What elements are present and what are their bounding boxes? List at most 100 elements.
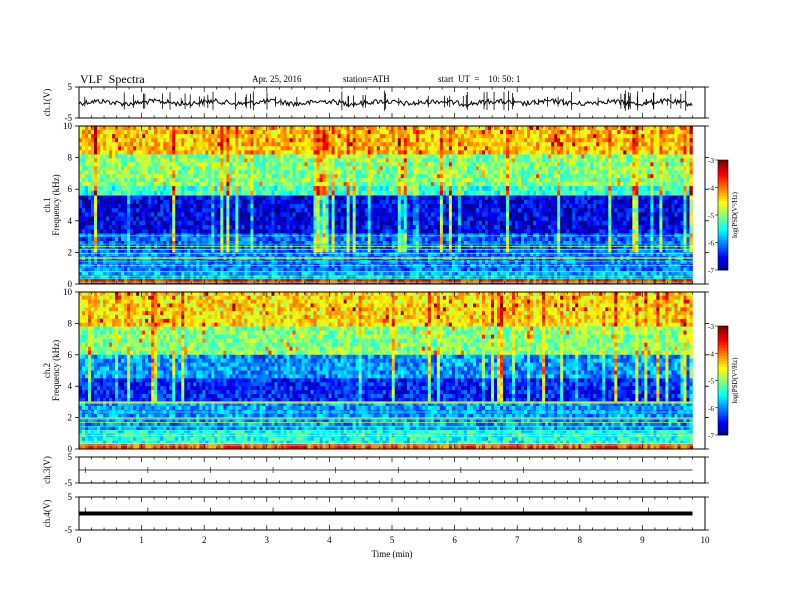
spectrogram-cell <box>614 182 618 187</box>
spectrogram-cell <box>421 182 426 187</box>
spectrogram-cell <box>494 190 498 196</box>
spectrogram-cell <box>463 130 468 135</box>
spectrogram-cell <box>680 162 684 167</box>
spectrogram-cell <box>659 212 663 217</box>
spectrogram-cell <box>527 126 531 131</box>
spectrogram-cell <box>151 220 155 226</box>
spectrogram-cell <box>160 158 164 163</box>
spectrogram-cell <box>638 174 642 179</box>
spectrogram-cell <box>280 174 284 179</box>
spectrogram-cell <box>280 182 284 187</box>
spectrogram-cell <box>596 208 600 213</box>
spectrogram-cell <box>310 199 314 205</box>
spectrogram-cell <box>593 142 597 147</box>
spectrogram-cell <box>313 130 317 135</box>
spectrogram-cell <box>199 190 203 196</box>
spectrogram-cell <box>136 178 140 183</box>
spectrogram-cell <box>484 212 489 217</box>
spectrogram-cell <box>539 166 543 171</box>
spectrogram-cell <box>436 134 441 139</box>
spectrogram-cell <box>659 154 663 159</box>
spectrogram-cell <box>97 174 101 179</box>
spectrogram-cell <box>175 130 179 135</box>
spectrogram-cell <box>250 186 254 192</box>
spectrogram-cell <box>322 203 326 209</box>
spectrogram-cell <box>641 134 645 139</box>
spectrogram-cell <box>439 203 444 209</box>
spectrogram-cell <box>370 166 375 171</box>
spectrogram-cell <box>277 203 281 209</box>
spectrogram-cell <box>193 216 197 222</box>
spectrogram-cell <box>241 170 245 175</box>
spectrogram-cell <box>644 174 648 179</box>
spectrogram-cell <box>569 199 573 205</box>
spectrogram-cell <box>668 130 672 135</box>
spectrogram-cell <box>313 195 317 201</box>
spectrogram-cell <box>647 126 651 131</box>
spectrogram-cell <box>247 212 251 217</box>
spectrogram-cell <box>196 154 200 159</box>
spectrogram-cell <box>307 166 311 171</box>
spectrogram-cell <box>352 190 356 196</box>
spectrogram-cell <box>274 166 278 171</box>
spectrogram-cell <box>160 134 164 139</box>
spectrogram-cell <box>100 199 104 205</box>
spectrogram-cell <box>436 195 441 201</box>
spectrogram-cell <box>136 130 140 135</box>
spectrogram-cell <box>689 182 693 187</box>
spectrogram-cell <box>259 203 263 209</box>
spectrogram-cell <box>208 138 212 143</box>
spectrogram-cell <box>310 186 314 192</box>
spectrogram-cell <box>460 158 465 163</box>
spectrogram-cell <box>370 174 375 179</box>
spectrogram-cell <box>442 130 447 135</box>
spectrogram-cell <box>283 158 287 163</box>
spectrogram-cell <box>277 166 281 171</box>
spectrogram-cell <box>370 154 375 159</box>
spectrogram-cell <box>566 126 570 131</box>
spectrogram-cell <box>433 138 438 143</box>
spectrogram-cell <box>665 170 669 175</box>
spectrogram-cell <box>187 166 191 171</box>
spectrogram-cell <box>253 220 257 226</box>
spectrogram-cell <box>307 146 311 151</box>
spectrogram-cell <box>439 146 444 151</box>
spectrogram-cell <box>100 134 104 139</box>
spectrogram-cell <box>316 203 320 209</box>
spectrogram-cell <box>235 203 239 209</box>
spectrogram-cell <box>154 186 158 192</box>
spectrogram-cell <box>271 216 275 222</box>
spectrogram-cell <box>124 225 128 230</box>
spectrogram-cell <box>442 220 447 226</box>
spectrogram-cell <box>542 146 546 151</box>
spectrogram-cell <box>689 195 693 201</box>
spectrogram-cell <box>91 154 95 159</box>
spectrogram-cell <box>232 220 236 226</box>
spectrogram-cell <box>472 158 477 163</box>
spectrogram-cell <box>334 174 338 179</box>
spectrogram-cell <box>671 208 675 213</box>
spectrogram-cell <box>418 154 423 159</box>
spectrogram-cell <box>199 166 203 171</box>
spectrogram-cell <box>241 216 245 222</box>
spectrogram-cell <box>217 174 221 179</box>
spectrogram-cell <box>79 134 83 139</box>
spectrogram-cell <box>364 138 368 143</box>
spectrogram-cell <box>148 130 152 135</box>
spectrogram-cell <box>112 134 116 139</box>
spectrogram-cell <box>106 154 110 159</box>
spectrogram-cell <box>539 158 543 163</box>
spectrogram-cell <box>530 150 534 155</box>
spectrogram-cell <box>641 203 645 209</box>
spectrogram-cell <box>406 216 411 222</box>
spectrogram-cell <box>536 212 540 217</box>
spectrogram-cell <box>307 195 311 201</box>
spectrogram-cell <box>445 182 450 187</box>
spectrogram-cell <box>671 212 675 217</box>
spectrogram-cell <box>584 178 588 183</box>
spectrogram-cell <box>515 220 519 226</box>
spectrogram-cell <box>292 134 296 139</box>
spectrogram-cell <box>506 203 510 209</box>
spectrogram-cell <box>403 150 408 155</box>
spectrogram-cell <box>545 199 549 205</box>
